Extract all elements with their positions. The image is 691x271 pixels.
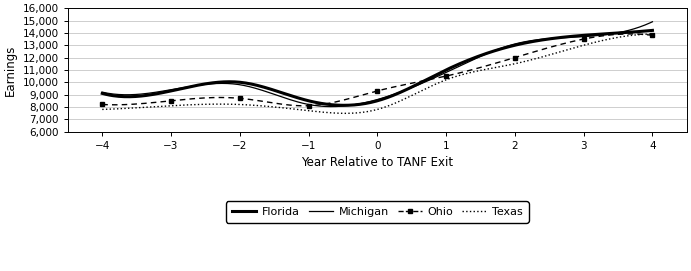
X-axis label: Year Relative to TANF Exit: Year Relative to TANF Exit — [301, 156, 453, 169]
Y-axis label: Earnings: Earnings — [4, 44, 17, 96]
Legend: Florida, Michigan, Ohio, Texas: Florida, Michigan, Ohio, Texas — [226, 201, 529, 222]
